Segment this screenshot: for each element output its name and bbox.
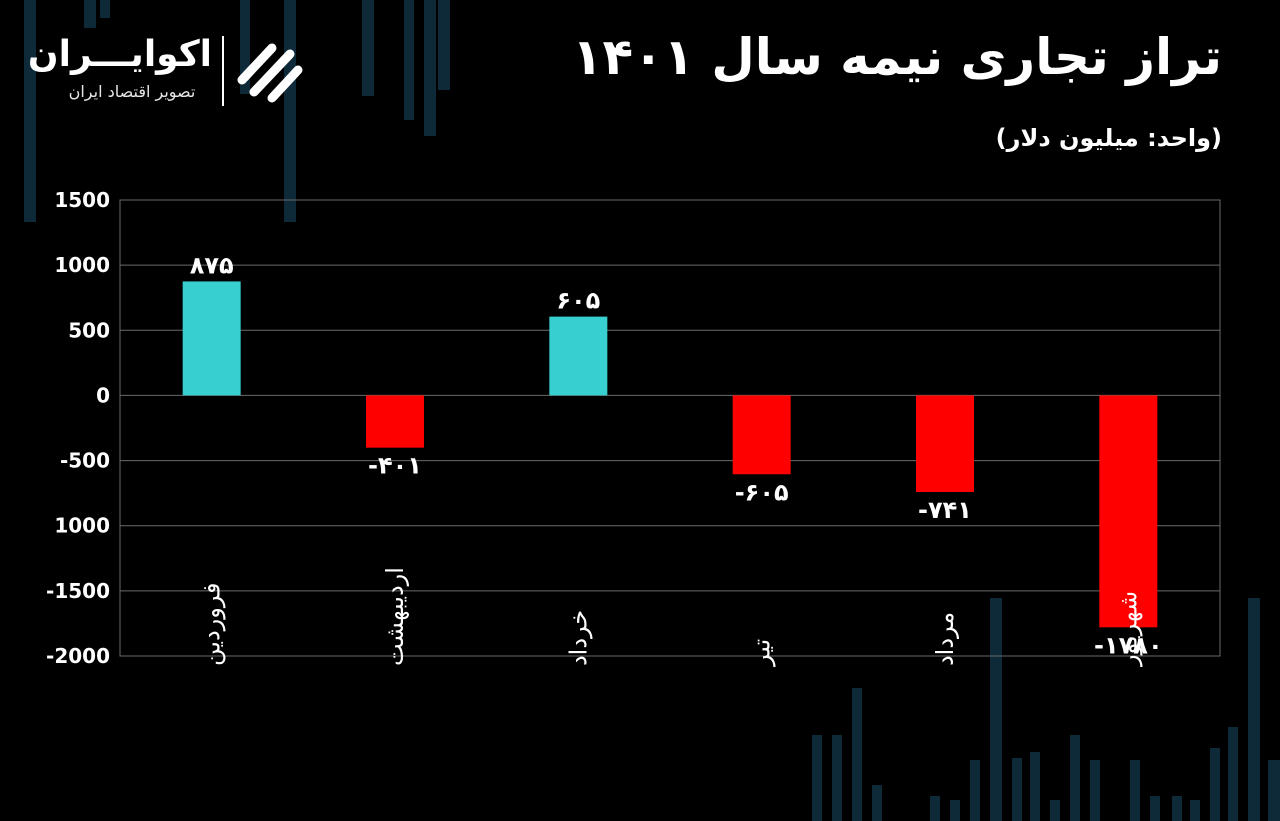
y-tick-label: 1000 xyxy=(54,514,110,538)
bar xyxy=(182,281,241,396)
x-tick-label: فروردین xyxy=(198,582,226,666)
y-tick-label: -500 xyxy=(60,449,110,473)
bar xyxy=(549,316,608,396)
y-tick-label: -1500 xyxy=(46,579,110,603)
logo-mark-icon xyxy=(237,43,303,103)
chart-title: تراز تجاری نیمه سال ۱۴۰۱ xyxy=(571,28,1222,86)
x-tick-label: مرداد xyxy=(931,612,959,666)
data-label: ۸۷۵ xyxy=(190,251,234,279)
x-tick-label: شهریور xyxy=(1114,591,1142,667)
y-tick-label: 0 xyxy=(96,383,110,407)
unit-label: (واحد: میلیون دلار) xyxy=(995,124,1222,152)
y-tick-label: 500 xyxy=(68,318,110,342)
data-label: -۱۷۸۰ xyxy=(1094,631,1163,659)
bar xyxy=(1099,395,1158,628)
y-tick-label: -2000 xyxy=(46,644,110,668)
logo-name: اکوایـــران xyxy=(27,34,212,75)
y-tick-label: 1500 xyxy=(54,188,110,212)
x-tick-label: تیر xyxy=(748,639,776,667)
y-tick-label: 1000 xyxy=(54,253,110,277)
x-tick-label: اردیبهشت xyxy=(381,567,409,666)
data-label: -۷۴۱ xyxy=(918,496,972,524)
data-label: -۴۰۱ xyxy=(368,452,422,480)
data-label: ۶۰۵ xyxy=(556,287,600,315)
x-tick-label: خرداد xyxy=(564,610,592,666)
bar xyxy=(366,395,424,448)
plot-frame xyxy=(119,199,1221,657)
bar xyxy=(916,395,974,492)
logo-subtitle: تصویر اقتصاد ایران xyxy=(68,82,196,101)
brand-logo: اکوایـــران تصویر اقتصاد ایران xyxy=(27,34,312,110)
logo-separator xyxy=(222,36,224,106)
data-label: -۶۰۵ xyxy=(735,478,789,506)
bar xyxy=(732,395,791,475)
